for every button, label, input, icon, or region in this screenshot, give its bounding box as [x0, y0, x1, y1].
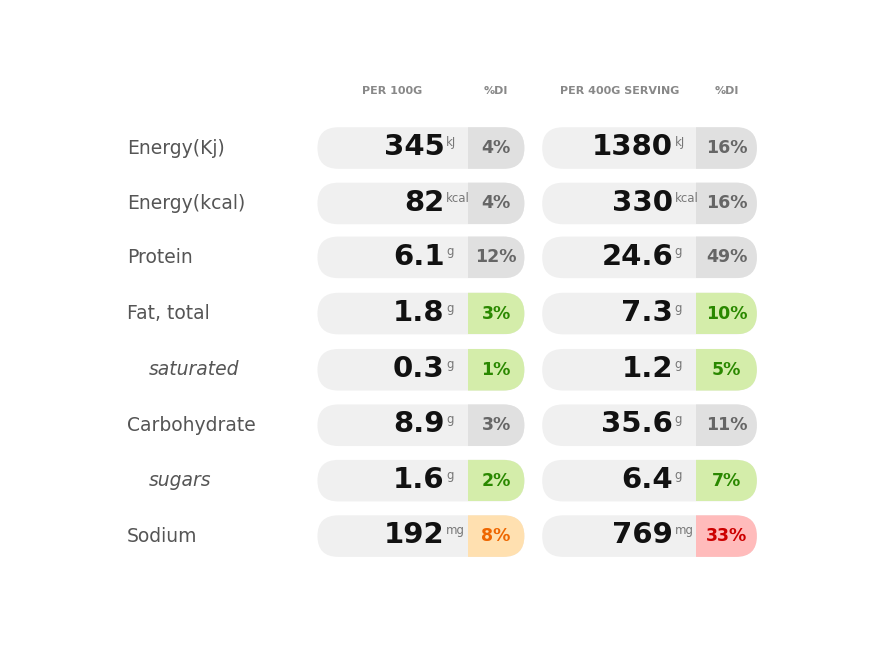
- FancyBboxPatch shape: [542, 237, 756, 278]
- Text: Protein: Protein: [126, 248, 192, 267]
- Text: PER 400G SERVING: PER 400G SERVING: [559, 86, 678, 96]
- FancyBboxPatch shape: [317, 293, 524, 335]
- Text: %DI: %DI: [483, 86, 508, 96]
- FancyBboxPatch shape: [317, 516, 524, 557]
- Text: PER 100G: PER 100G: [362, 86, 422, 96]
- FancyBboxPatch shape: [542, 182, 756, 224]
- FancyBboxPatch shape: [542, 293, 756, 335]
- FancyBboxPatch shape: [317, 182, 524, 224]
- Text: kJ: kJ: [674, 136, 684, 149]
- Text: 1%: 1%: [481, 361, 510, 379]
- FancyBboxPatch shape: [317, 127, 524, 169]
- Text: 345: 345: [383, 133, 444, 161]
- FancyBboxPatch shape: [446, 405, 524, 446]
- Text: g: g: [446, 302, 453, 315]
- FancyBboxPatch shape: [446, 182, 524, 224]
- Text: 7.3: 7.3: [621, 298, 673, 327]
- FancyBboxPatch shape: [446, 516, 524, 557]
- Text: g: g: [674, 302, 681, 315]
- Text: kcal: kcal: [446, 192, 469, 205]
- Text: saturated: saturated: [148, 360, 239, 379]
- FancyBboxPatch shape: [317, 405, 524, 446]
- FancyBboxPatch shape: [446, 127, 524, 169]
- Text: mg: mg: [446, 524, 465, 537]
- FancyBboxPatch shape: [674, 237, 756, 278]
- Text: kJ: kJ: [446, 136, 456, 149]
- Text: 3%: 3%: [481, 416, 510, 434]
- FancyBboxPatch shape: [542, 127, 756, 169]
- FancyBboxPatch shape: [674, 516, 756, 557]
- Text: Sodium: Sodium: [126, 527, 197, 546]
- Text: g: g: [674, 469, 681, 482]
- FancyBboxPatch shape: [446, 349, 524, 390]
- FancyBboxPatch shape: [674, 293, 756, 335]
- FancyBboxPatch shape: [674, 349, 756, 390]
- Text: 49%: 49%: [705, 249, 746, 266]
- Text: 33%: 33%: [705, 527, 746, 545]
- Text: g: g: [674, 358, 681, 371]
- FancyBboxPatch shape: [674, 182, 756, 224]
- Text: g: g: [446, 245, 453, 258]
- Text: 4%: 4%: [481, 139, 510, 157]
- Text: 82: 82: [403, 189, 444, 216]
- Text: 769: 769: [611, 522, 673, 549]
- Text: g: g: [446, 413, 453, 426]
- FancyBboxPatch shape: [542, 349, 756, 390]
- Text: 330: 330: [611, 189, 673, 216]
- FancyBboxPatch shape: [674, 405, 756, 446]
- Text: Fat, total: Fat, total: [126, 304, 210, 323]
- Text: 1380: 1380: [591, 133, 673, 161]
- Text: Energy(kcal): Energy(kcal): [126, 194, 245, 213]
- FancyBboxPatch shape: [542, 405, 756, 446]
- FancyBboxPatch shape: [674, 460, 756, 501]
- Text: 1.8: 1.8: [393, 298, 444, 327]
- Text: 35.6: 35.6: [601, 411, 673, 438]
- Text: mg: mg: [674, 524, 693, 537]
- Text: Energy(Kj): Energy(Kj): [126, 138, 225, 157]
- FancyBboxPatch shape: [446, 237, 524, 278]
- Text: kcal: kcal: [674, 192, 698, 205]
- Text: 8%: 8%: [481, 527, 510, 545]
- Text: 2%: 2%: [481, 472, 510, 489]
- Text: 6.1: 6.1: [393, 243, 444, 270]
- Text: 24.6: 24.6: [601, 243, 673, 270]
- Text: 5%: 5%: [711, 361, 740, 379]
- Text: g: g: [446, 358, 453, 371]
- Text: 7%: 7%: [711, 472, 740, 489]
- FancyBboxPatch shape: [446, 293, 524, 335]
- Text: 16%: 16%: [705, 194, 746, 213]
- Text: g: g: [674, 413, 681, 426]
- Text: 12%: 12%: [474, 249, 517, 266]
- Text: 0.3: 0.3: [392, 355, 444, 383]
- Text: %DI: %DI: [714, 86, 738, 96]
- FancyBboxPatch shape: [446, 460, 524, 501]
- FancyBboxPatch shape: [542, 460, 756, 501]
- Text: sugars: sugars: [148, 471, 210, 490]
- FancyBboxPatch shape: [317, 349, 524, 390]
- Text: 4%: 4%: [481, 194, 510, 213]
- FancyBboxPatch shape: [674, 127, 756, 169]
- Text: 6.4: 6.4: [621, 466, 673, 494]
- Text: 1.6: 1.6: [393, 466, 444, 494]
- FancyBboxPatch shape: [317, 460, 524, 501]
- Text: 3%: 3%: [481, 304, 510, 323]
- Text: Carbohydrate: Carbohydrate: [126, 416, 255, 435]
- FancyBboxPatch shape: [542, 516, 756, 557]
- FancyBboxPatch shape: [317, 237, 524, 278]
- Text: 16%: 16%: [705, 139, 746, 157]
- Text: 11%: 11%: [705, 416, 746, 434]
- Text: 8.9: 8.9: [393, 411, 444, 438]
- Text: 1.2: 1.2: [621, 355, 673, 383]
- Text: g: g: [446, 469, 453, 482]
- Text: 10%: 10%: [705, 304, 746, 323]
- Text: g: g: [674, 245, 681, 258]
- Text: 192: 192: [383, 522, 444, 549]
